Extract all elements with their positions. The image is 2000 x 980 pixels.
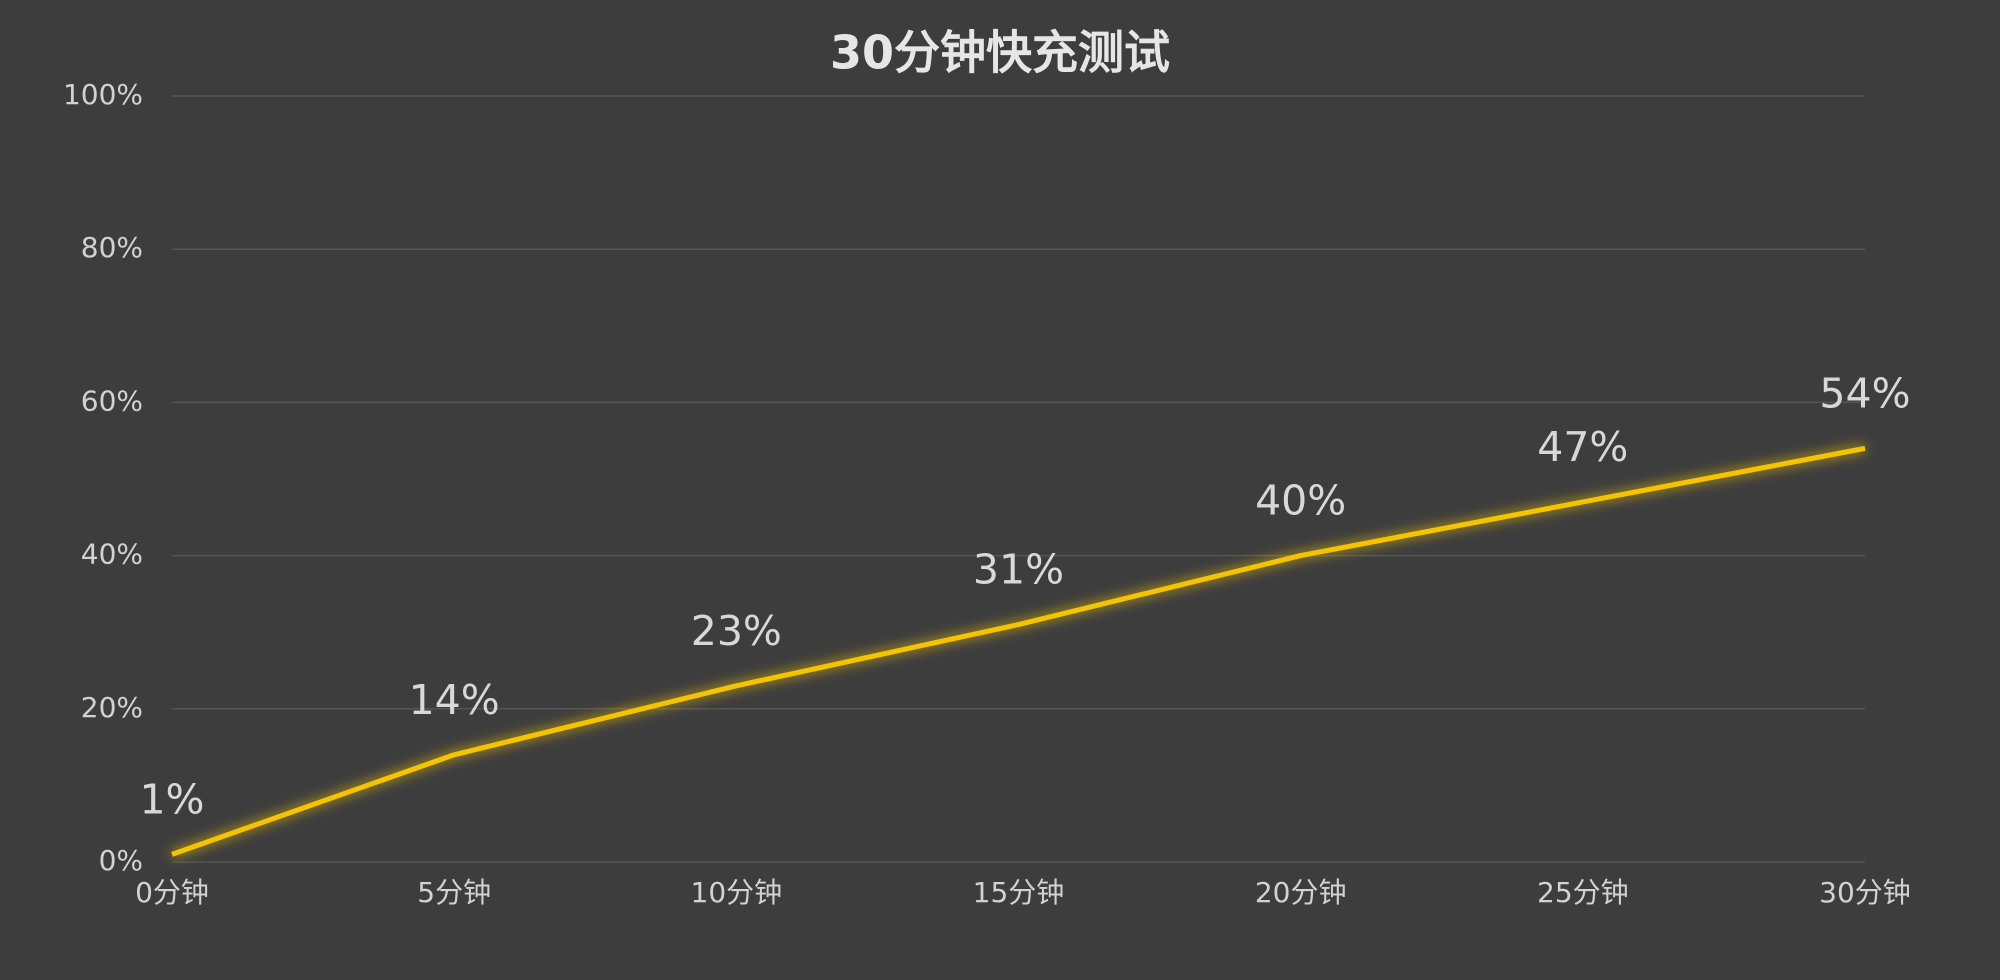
- x-tick-label: 5分钟: [417, 876, 491, 909]
- y-tick-label: 80%: [81, 231, 143, 264]
- x-tick-label: 20分钟: [1255, 876, 1347, 909]
- y-tick-label: 60%: [81, 384, 143, 417]
- x-tick-label: 10分钟: [691, 876, 783, 909]
- data-label: 31%: [973, 546, 1064, 594]
- y-tick-label: 100%: [63, 78, 143, 111]
- x-tick-label: 15分钟: [973, 876, 1065, 909]
- data-label: 47%: [1537, 423, 1628, 471]
- data-label: 23%: [691, 607, 782, 655]
- y-tick-label: 40%: [81, 538, 143, 571]
- y-tick-label: 20%: [81, 691, 143, 724]
- x-tick-label: 0分钟: [135, 876, 209, 909]
- chart-title: 30分钟快充测试: [830, 26, 1170, 80]
- data-label: 40%: [1255, 477, 1346, 525]
- y-tick-label: 0%: [99, 844, 143, 877]
- data-line: [171, 445, 1866, 857]
- x-tick-label: 25分钟: [1537, 876, 1629, 909]
- x-tick-label: 30分钟: [1819, 876, 1911, 909]
- data-label: 1%: [139, 775, 204, 823]
- data-label: 54%: [1819, 369, 1910, 417]
- data-label: 14%: [409, 676, 500, 724]
